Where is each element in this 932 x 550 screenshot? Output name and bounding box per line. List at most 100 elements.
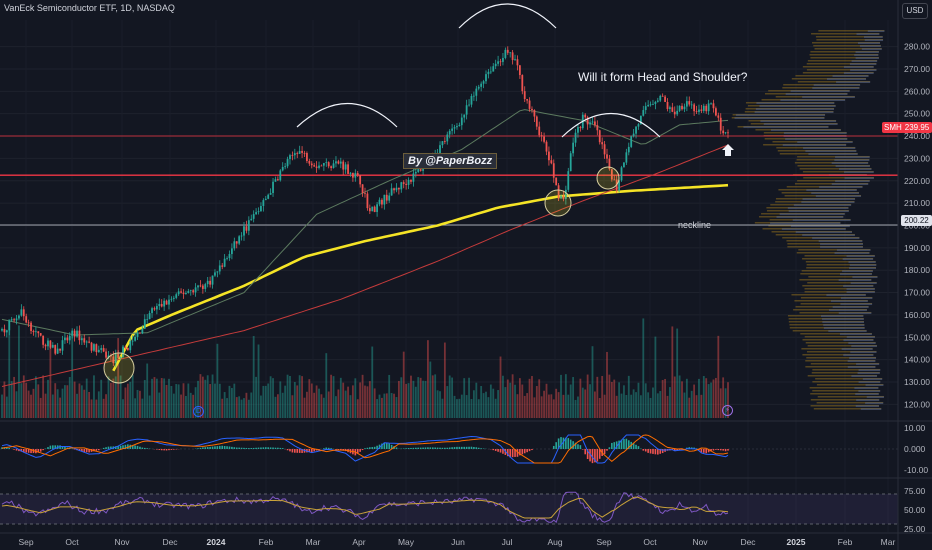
volume-bar bbox=[64, 385, 66, 418]
candle-body bbox=[64, 337, 66, 341]
last-price-tag: 239.95 bbox=[902, 122, 932, 133]
candle-body bbox=[400, 182, 403, 190]
candle-body bbox=[330, 166, 333, 168]
volume-bar bbox=[119, 375, 122, 418]
candle-body bbox=[393, 188, 395, 191]
candle-body bbox=[577, 127, 579, 133]
profile-row bbox=[763, 144, 847, 146]
macd-histogram-bar bbox=[657, 449, 659, 455]
volume-bar bbox=[664, 378, 666, 418]
macd-histogram-bar bbox=[611, 442, 613, 449]
macd-histogram-bar bbox=[281, 448, 284, 449]
macd-histogram-bar bbox=[644, 449, 647, 452]
candle-body bbox=[388, 195, 391, 201]
volume-bar bbox=[93, 375, 95, 418]
candle-body bbox=[417, 169, 420, 172]
macd-histogram-bar bbox=[102, 447, 105, 449]
candle-body bbox=[201, 285, 204, 289]
macd-histogram-bar bbox=[264, 447, 267, 449]
macd-histogram-bar bbox=[252, 447, 255, 449]
candle-body bbox=[644, 106, 647, 111]
macd-histogram-bar bbox=[298, 449, 301, 453]
time-tick-label: 2024 bbox=[207, 537, 226, 547]
volume-bar bbox=[206, 375, 209, 418]
profile-row bbox=[810, 363, 880, 365]
macd-histogram-bar bbox=[206, 447, 209, 449]
volume-profile bbox=[731, 30, 885, 410]
volume-bar bbox=[477, 399, 480, 418]
volume-bar bbox=[637, 382, 640, 418]
macd-histogram-bar bbox=[712, 449, 715, 451]
volume-bar bbox=[170, 386, 173, 418]
macd-histogram-bar bbox=[637, 446, 640, 449]
candle-body bbox=[707, 103, 710, 112]
candle-body bbox=[85, 341, 88, 343]
volume-bar bbox=[247, 399, 250, 418]
profile-row bbox=[755, 129, 841, 131]
moving-average-line bbox=[112, 183, 729, 372]
volume-bar bbox=[279, 381, 282, 418]
candle-body bbox=[291, 155, 294, 156]
price-tick-label: 130.00 bbox=[904, 377, 930, 387]
profile-row bbox=[802, 171, 874, 173]
candle-body bbox=[378, 199, 381, 205]
macd-histogram-bar bbox=[642, 449, 645, 451]
price-tick-label: 120.00 bbox=[904, 399, 930, 409]
macd-histogram-bar bbox=[417, 447, 420, 449]
macd-histogram-bar bbox=[223, 445, 226, 449]
profile-row bbox=[789, 324, 865, 326]
volume-bar bbox=[688, 397, 691, 418]
volume-bar bbox=[80, 385, 83, 418]
candle-body bbox=[688, 101, 691, 105]
candle-body bbox=[264, 198, 267, 201]
volume-bar bbox=[722, 377, 725, 418]
profile-row bbox=[750, 123, 838, 125]
volume-bar bbox=[589, 384, 591, 418]
candle-body bbox=[410, 179, 412, 182]
candle-body bbox=[586, 117, 589, 125]
volume-bar bbox=[347, 386, 349, 418]
macd-histogram-bar bbox=[37, 449, 40, 453]
candle-body bbox=[146, 319, 149, 320]
volume-bar bbox=[10, 381, 13, 418]
candle-body bbox=[257, 211, 260, 213]
profile-row bbox=[807, 282, 877, 284]
time-tick-label: Feb bbox=[838, 537, 853, 547]
horizontal-levels bbox=[0, 135, 898, 226]
macd-histogram-bar bbox=[635, 444, 637, 449]
dividend-icon[interactable]: D bbox=[193, 406, 204, 417]
macd-histogram-bar bbox=[238, 447, 240, 449]
volume-bar bbox=[407, 383, 410, 418]
macd-histogram-bar bbox=[424, 447, 427, 449]
macd-histogram-bar bbox=[286, 449, 289, 451]
macd-histogram-bar bbox=[405, 448, 407, 449]
time-tick-label: Mar bbox=[881, 537, 896, 547]
candle-body bbox=[170, 298, 173, 300]
profile-row bbox=[816, 39, 884, 41]
macd-histogram-bar bbox=[296, 449, 299, 453]
macd-histogram-bar bbox=[710, 449, 712, 452]
profile-row bbox=[777, 150, 857, 152]
candle-body bbox=[584, 114, 587, 118]
profile-row bbox=[812, 381, 881, 383]
volume-bar bbox=[661, 380, 664, 418]
macd-histogram-bar bbox=[330, 448, 332, 449]
macd-histogram-bar bbox=[214, 446, 216, 449]
volume-bar bbox=[185, 395, 187, 418]
currency-button[interactable]: USD bbox=[902, 3, 928, 19]
volume-bar bbox=[545, 383, 548, 418]
volume-bar bbox=[20, 383, 23, 418]
volume-bar bbox=[293, 382, 296, 418]
volume-bar bbox=[574, 399, 577, 418]
earnings-icon[interactable]: ⚡ bbox=[722, 405, 733, 416]
candle-body bbox=[710, 103, 712, 105]
candle-body bbox=[557, 185, 560, 199]
volume-bar bbox=[540, 396, 543, 418]
candle-body bbox=[327, 162, 330, 167]
profile-row bbox=[794, 300, 868, 302]
candle-body bbox=[395, 187, 398, 191]
volume-bar bbox=[685, 378, 688, 418]
volume-bar bbox=[693, 384, 696, 418]
candle-body bbox=[177, 291, 180, 295]
